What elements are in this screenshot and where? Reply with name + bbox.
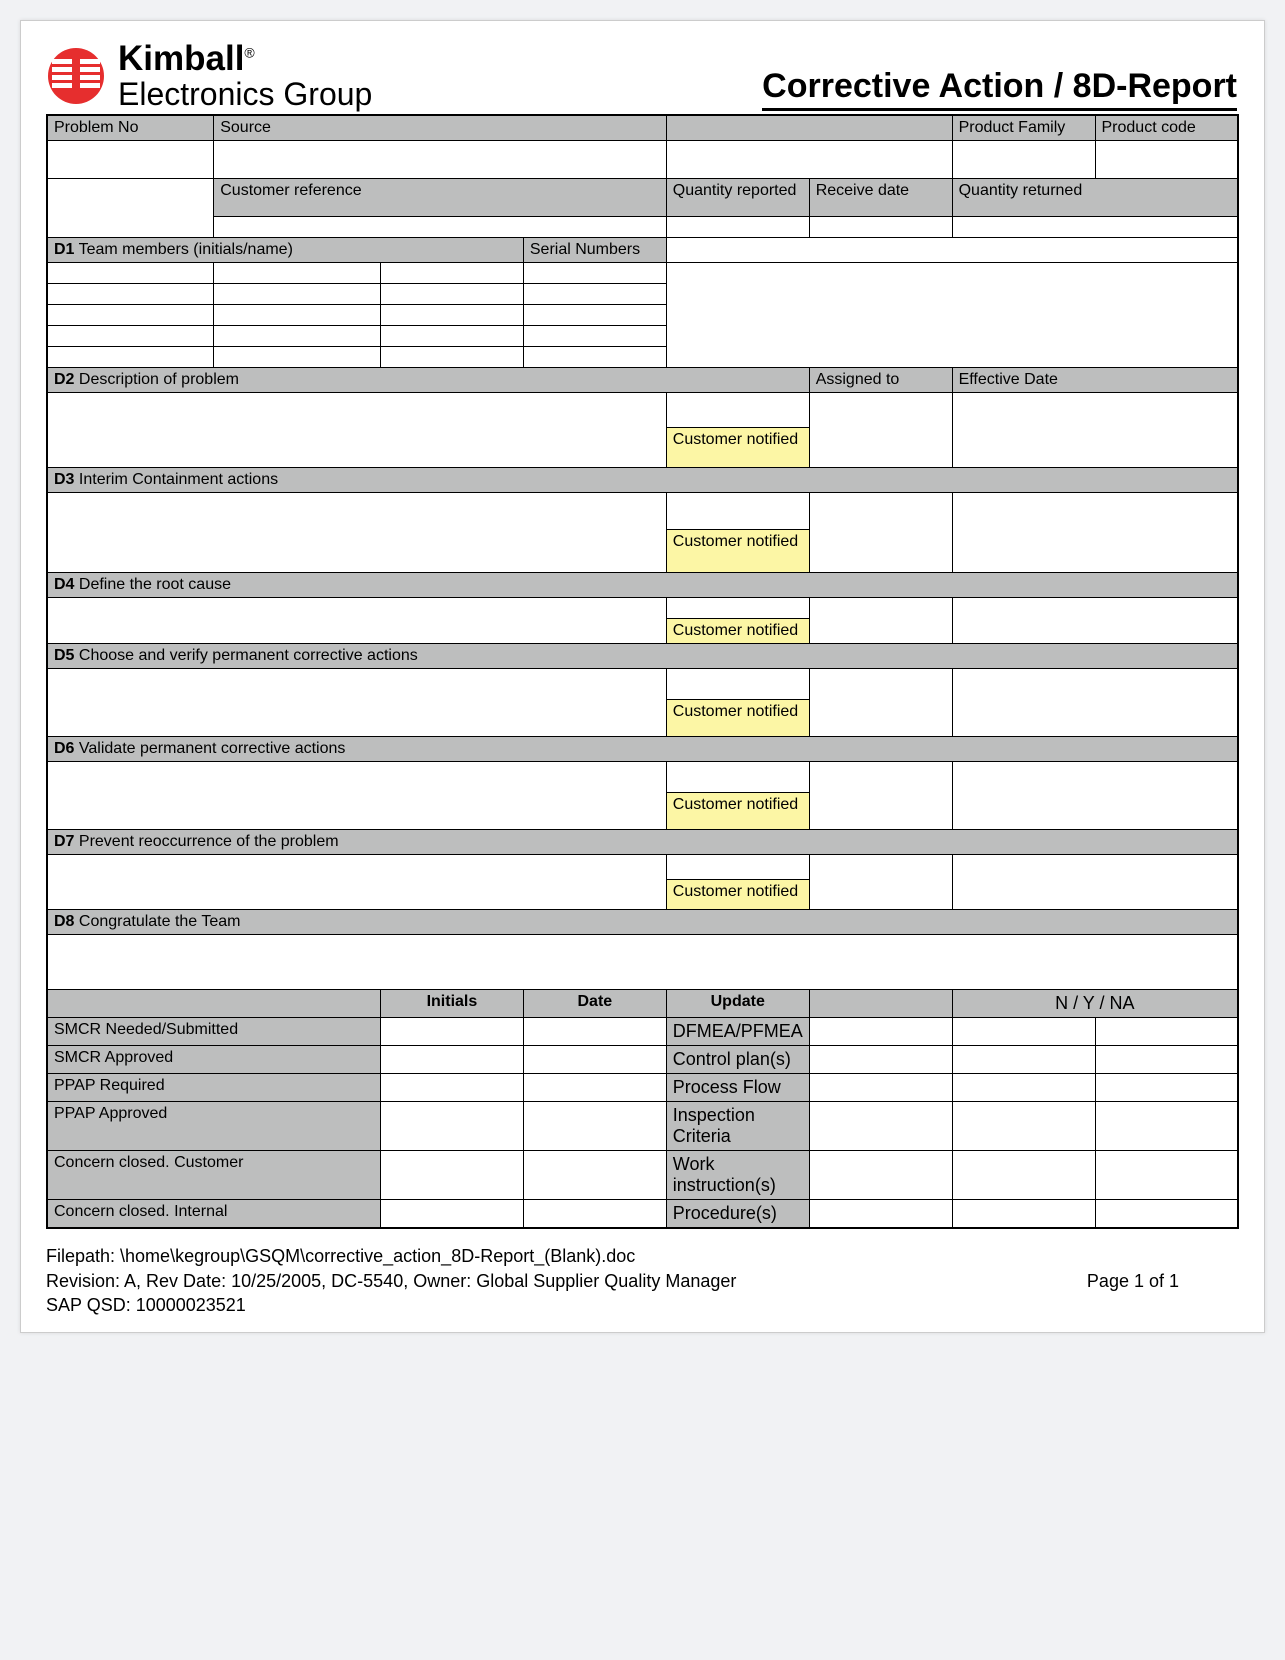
left-row-2: PPAP Required bbox=[47, 1074, 380, 1102]
footer-page: Page 1 of 1 bbox=[1087, 1269, 1179, 1293]
field-spacer bbox=[47, 179, 214, 238]
d4-notified: Customer notified bbox=[666, 619, 809, 644]
right-row-5: Procedure(s) bbox=[666, 1200, 809, 1229]
d7-notified: Customer notified bbox=[666, 880, 809, 910]
footer: Filepath: \home\kegroup\GSQM\corrective_… bbox=[46, 1244, 1239, 1317]
d5-header: D5 Choose and verify permanent correctiv… bbox=[47, 644, 1238, 669]
d1-header: D1 Team members (initials/name) bbox=[47, 238, 523, 263]
right-row-3: Inspection Criteria bbox=[666, 1102, 809, 1151]
hdr-problem-no: Problem No bbox=[47, 115, 214, 141]
left-row-4: Concern closed. Customer bbox=[47, 1151, 380, 1200]
company-name: Kimball® bbox=[118, 41, 372, 78]
right-row-0: DFMEA/PFMEA bbox=[666, 1018, 809, 1046]
field-qty-returned[interactable] bbox=[952, 217, 1238, 238]
field-customer-ref[interactable] bbox=[214, 217, 667, 238]
company-subtitle: Electronics Group bbox=[118, 78, 372, 112]
d8-body[interactable] bbox=[47, 935, 1238, 990]
form-table: Problem No Source Product Family Product… bbox=[46, 114, 1239, 1229]
d2-assigned-hdr: Assigned to bbox=[809, 368, 952, 393]
d3-header: D3 Interim Containment actions bbox=[47, 468, 1238, 493]
d2-body[interactable] bbox=[47, 393, 666, 468]
hdr-initials: Initials bbox=[380, 990, 523, 1018]
hdr-qty-returned: Quantity returned bbox=[952, 179, 1238, 217]
d3-body[interactable] bbox=[47, 493, 666, 573]
d8-header: D8 Congratulate the Team bbox=[47, 910, 1238, 935]
left-row-0: SMCR Needed/Submitted bbox=[47, 1018, 380, 1046]
hdr-source: Source bbox=[214, 115, 667, 141]
d1-right[interactable] bbox=[666, 238, 1238, 263]
hdr-customer-ref: Customer reference bbox=[214, 179, 667, 217]
d1-serial-hdr: Serial Numbers bbox=[523, 238, 666, 263]
hdr-date: Date bbox=[523, 990, 666, 1018]
kimball-logo-icon bbox=[46, 46, 106, 106]
hdr-update: Update bbox=[666, 990, 809, 1018]
logo-block: Kimball® Electronics Group bbox=[46, 41, 372, 111]
footer-filepath: Filepath: \home\kegroup\GSQM\corrective_… bbox=[46, 1244, 1239, 1268]
d4-body[interactable] bbox=[47, 598, 666, 644]
report-title: Corrective Action / 8D-Report bbox=[762, 67, 1237, 111]
left-row-3: PPAP Approved bbox=[47, 1102, 380, 1151]
d6-body[interactable] bbox=[47, 762, 666, 830]
field-product-family[interactable] bbox=[952, 141, 1095, 179]
field-receive-date[interactable] bbox=[809, 217, 952, 238]
d2-header: D2 Description of problem bbox=[47, 368, 809, 393]
hdr-nyna: N / Y / NA bbox=[952, 990, 1238, 1018]
d2-eff[interactable] bbox=[952, 393, 1238, 468]
d6-header: D6 Validate permanent corrective actions bbox=[47, 737, 1238, 762]
page-header: Kimball® Electronics Group Corrective Ac… bbox=[46, 41, 1239, 111]
d4-header: D4 Define the root cause bbox=[47, 573, 1238, 598]
field-problem-no[interactable] bbox=[47, 141, 214, 179]
field-source[interactable] bbox=[214, 141, 667, 179]
right-row-4: Work instruction(s) bbox=[666, 1151, 809, 1200]
left-row-5: Concern closed. Internal bbox=[47, 1200, 380, 1229]
footer-sap: SAP QSD: 10000023521 bbox=[46, 1293, 1239, 1317]
left-row-1: SMCR Approved bbox=[47, 1046, 380, 1074]
hdr-qty-reported: Quantity reported bbox=[666, 179, 809, 217]
right-row-2: Process Flow bbox=[666, 1074, 809, 1102]
d7-header: D7 Prevent reoccurrence of the problem bbox=[47, 830, 1238, 855]
footer-revision: Revision: A, Rev Date: 10/25/2005, DC-55… bbox=[46, 1269, 736, 1293]
d7-body[interactable] bbox=[47, 855, 666, 910]
d3-notified: Customer notified bbox=[666, 529, 809, 572]
field-qty-reported[interactable] bbox=[666, 217, 809, 238]
hdr-product-code: Product code bbox=[1095, 115, 1238, 141]
d6-notified: Customer notified bbox=[666, 793, 809, 830]
d2-eff-hdr: Effective Date bbox=[952, 368, 1238, 393]
field-blank[interactable] bbox=[666, 141, 952, 179]
hdr-receive-date: Receive date bbox=[809, 179, 952, 217]
bottom-blank bbox=[47, 990, 380, 1018]
d5-body[interactable] bbox=[47, 669, 666, 737]
d2-assigned[interactable] bbox=[809, 393, 952, 468]
field-product-code[interactable] bbox=[1095, 141, 1238, 179]
hdr-blank bbox=[666, 115, 952, 141]
hdr-product-family: Product Family bbox=[952, 115, 1095, 141]
right-row-1: Control plan(s) bbox=[666, 1046, 809, 1074]
d2-notified: Customer notified bbox=[666, 427, 809, 468]
d5-notified: Customer notified bbox=[666, 700, 809, 737]
report-page: Kimball® Electronics Group Corrective Ac… bbox=[20, 20, 1265, 1333]
